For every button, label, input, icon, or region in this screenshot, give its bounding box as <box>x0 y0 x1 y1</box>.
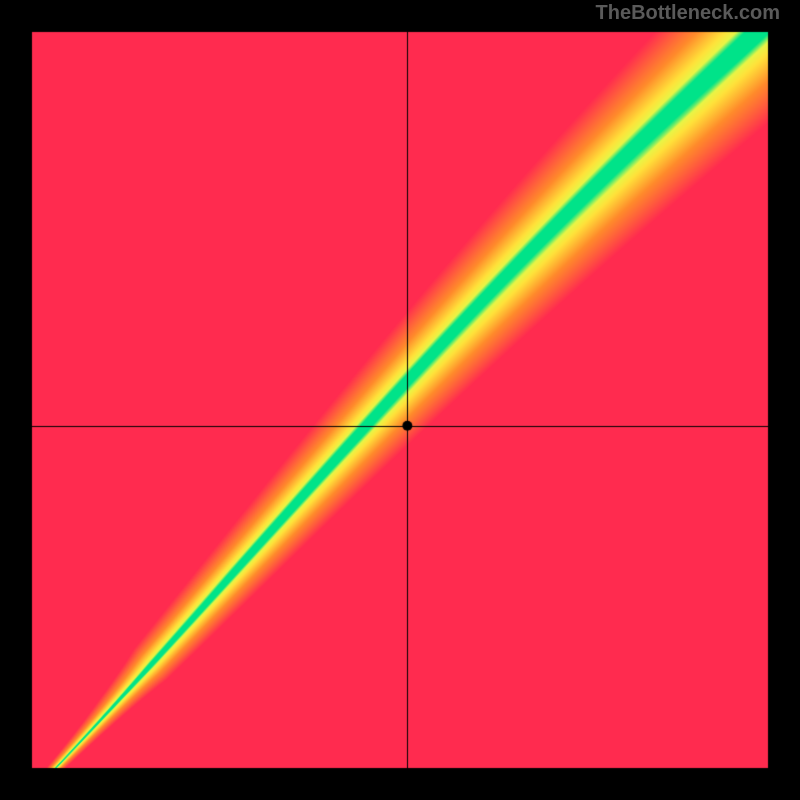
heatmap-canvas <box>0 0 800 800</box>
chart-container: TheBottleneck.com <box>0 0 800 800</box>
watermark-text: TheBottleneck.com <box>596 2 780 25</box>
